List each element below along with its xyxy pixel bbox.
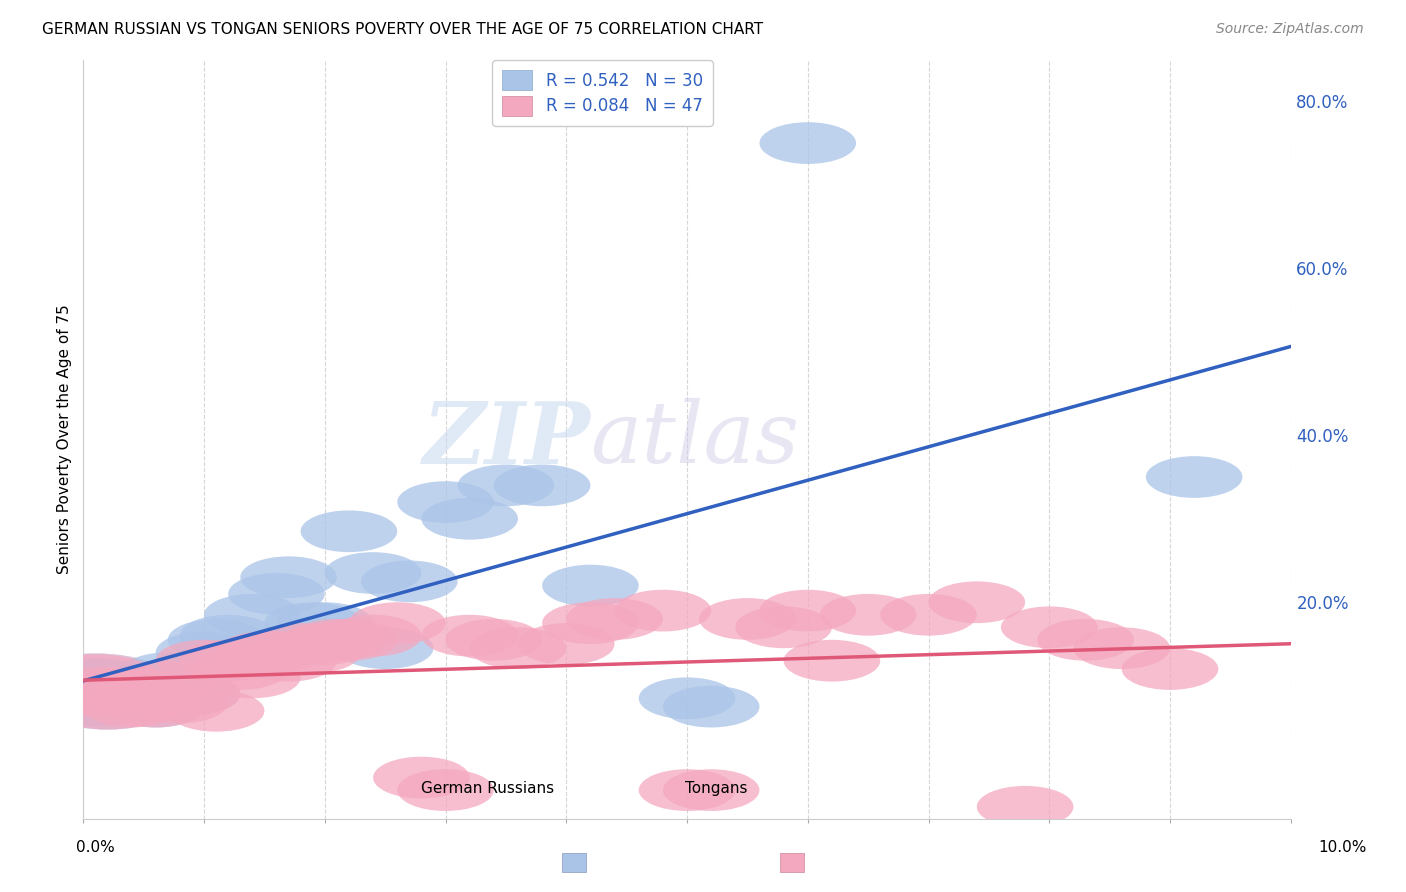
Ellipse shape [567,598,662,640]
Ellipse shape [277,602,373,644]
Ellipse shape [228,632,325,673]
Ellipse shape [735,607,832,648]
Ellipse shape [11,653,180,726]
Ellipse shape [252,624,349,665]
Ellipse shape [83,665,180,706]
Text: atlas: atlas [591,398,800,481]
Ellipse shape [120,661,217,702]
Ellipse shape [422,615,517,657]
Ellipse shape [180,640,277,681]
Ellipse shape [543,602,638,644]
Y-axis label: Seniors Poverty Over the Age of 75: Seniors Poverty Over the Age of 75 [58,304,72,574]
Ellipse shape [180,615,277,657]
Ellipse shape [96,669,193,711]
Text: GERMAN RUSSIAN VS TONGAN SENIORS POVERTY OVER THE AGE OF 75 CORRELATION CHART: GERMAN RUSSIAN VS TONGAN SENIORS POVERTY… [42,22,763,37]
Ellipse shape [301,619,398,661]
Ellipse shape [132,681,228,723]
Ellipse shape [373,756,470,798]
Ellipse shape [120,652,217,694]
Ellipse shape [1146,456,1243,498]
Ellipse shape [928,582,1025,624]
Ellipse shape [167,619,264,661]
Ellipse shape [11,653,180,726]
Ellipse shape [1001,607,1098,648]
Ellipse shape [638,677,735,719]
Ellipse shape [264,602,361,644]
Ellipse shape [1122,648,1219,690]
Ellipse shape [662,686,759,728]
Ellipse shape [277,624,373,665]
Ellipse shape [193,648,288,690]
Ellipse shape [217,632,312,673]
Ellipse shape [820,594,917,636]
Ellipse shape [1073,627,1170,669]
Ellipse shape [638,769,735,811]
Ellipse shape [96,669,193,711]
Ellipse shape [22,655,167,717]
Ellipse shape [880,594,977,636]
Ellipse shape [156,632,252,673]
Ellipse shape [22,658,167,722]
Ellipse shape [325,615,422,657]
Ellipse shape [446,619,543,661]
Ellipse shape [398,481,494,523]
Ellipse shape [977,786,1073,828]
Ellipse shape [349,602,446,644]
Text: 0.0%: 0.0% [76,840,115,855]
Text: 10.0%: 10.0% [1319,840,1367,855]
Legend: R = 0.542   N = 30, R = 0.084   N = 47: R = 0.542 N = 30, R = 0.084 N = 47 [492,61,713,126]
Ellipse shape [83,686,180,728]
Ellipse shape [228,573,325,615]
Ellipse shape [543,565,638,607]
Ellipse shape [132,661,228,702]
Ellipse shape [325,552,422,594]
Ellipse shape [457,465,554,507]
Ellipse shape [337,627,433,669]
Ellipse shape [361,560,457,602]
Ellipse shape [699,598,796,640]
Ellipse shape [167,690,264,731]
Ellipse shape [240,557,337,598]
Ellipse shape [204,657,301,698]
Ellipse shape [143,673,240,715]
Ellipse shape [1038,619,1133,661]
Ellipse shape [783,640,880,681]
Ellipse shape [107,686,204,728]
Ellipse shape [204,594,301,636]
Ellipse shape [143,673,240,715]
Ellipse shape [35,667,180,730]
Text: German Russians: German Russians [420,780,554,796]
Ellipse shape [517,624,614,665]
Ellipse shape [398,769,494,811]
Ellipse shape [470,627,567,669]
Text: ZIP: ZIP [423,398,591,481]
Ellipse shape [759,590,856,632]
Text: Tongans: Tongans [685,780,748,796]
Ellipse shape [156,640,252,681]
Ellipse shape [35,667,180,730]
Ellipse shape [301,510,398,552]
Ellipse shape [614,590,711,632]
Ellipse shape [72,673,167,715]
Ellipse shape [72,669,167,711]
Ellipse shape [264,632,361,673]
Ellipse shape [662,769,759,811]
Ellipse shape [240,640,337,681]
Ellipse shape [494,465,591,507]
Ellipse shape [422,498,517,540]
Text: Source: ZipAtlas.com: Source: ZipAtlas.com [1216,22,1364,37]
Ellipse shape [759,122,856,164]
Ellipse shape [288,619,385,661]
Ellipse shape [107,686,204,728]
